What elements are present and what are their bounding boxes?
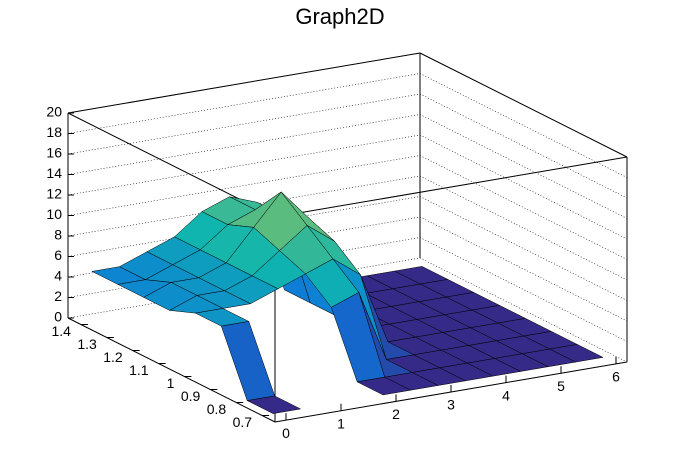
z-tick-label: 4 [54,268,62,284]
surface-patch [356,376,412,396]
y-tick-label: 0.7 [233,414,253,430]
y-tick-label: 0.9 [181,388,201,404]
y-tick-label: 1.2 [103,349,123,365]
z-tick-label: 14 [46,165,62,181]
y-tick-label: 1.4 [51,323,71,339]
x-tick-label: 1 [337,415,345,431]
chart-title: Graph2D [295,4,384,29]
box-edge [419,52,628,158]
x-tick-label: 4 [502,387,510,403]
x-tick-label: 3 [447,397,455,413]
z-tick-label: 18 [46,124,62,140]
x-tick-label: 5 [557,378,565,394]
z-tick-label: 2 [54,288,62,304]
y-axis [67,317,276,423]
surface-patch [246,395,302,414]
y-tick-label: 0.8 [207,401,227,417]
box-edge [274,156,628,218]
z-tick-label: 8 [54,227,62,243]
y-tick-label: 1.3 [77,336,97,352]
z-tick-label: 6 [54,247,62,263]
x-tick-label: 6 [612,369,620,385]
x-tick-label: 0 [282,425,290,441]
z-tick-label: 10 [46,206,62,222]
z-tick-label: 20 [46,104,62,120]
y-tick-label: 1.1 [129,362,149,378]
y-tick-label: 1 [167,375,175,391]
z-tick-label: 0 [54,309,62,325]
z-tick-label: 12 [46,186,62,202]
box-edge [67,52,421,114]
z-tick-label: 16 [46,145,62,161]
x-tick-label: 2 [392,406,400,422]
